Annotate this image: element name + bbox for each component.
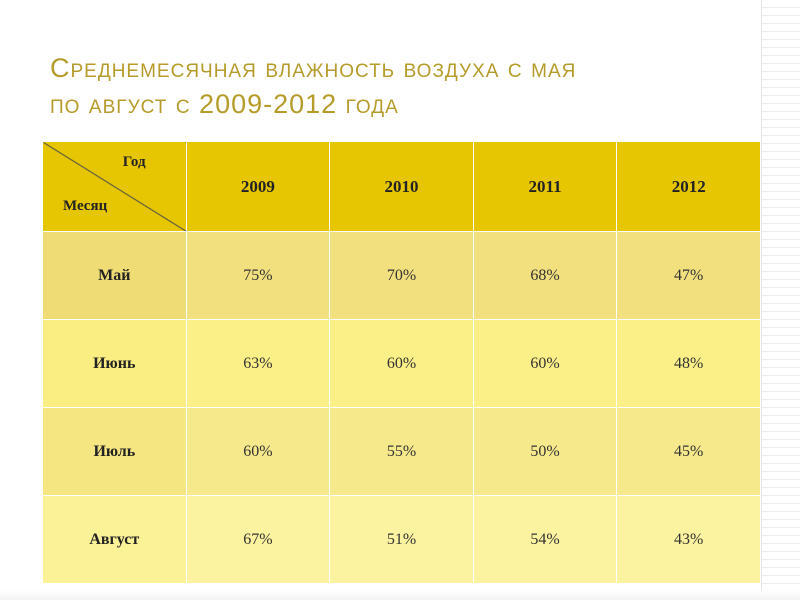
value-cell: 50% (472, 407, 618, 496)
value-cell: 67% (185, 495, 331, 584)
humidity-table: Год Месяц 2009 2010 2011 2012 Май 75% 70… (42, 141, 761, 584)
year-header-2011: 2011 (472, 141, 618, 232)
month-cell: Август (42, 495, 187, 584)
value-cell: 63% (185, 319, 331, 408)
value-cell: 75% (185, 231, 331, 320)
value-cell: 48% (616, 319, 761, 408)
table-row: Июль 60% 55% 50% 45% (42, 407, 761, 496)
month-cell: Май (42, 231, 187, 320)
table-row: Август 67% 51% 54% 43% (42, 495, 761, 584)
value-cell: 60% (329, 319, 474, 408)
value-cell: 70% (329, 231, 474, 320)
value-cell: 51% (329, 495, 474, 584)
value-cell: 55% (329, 407, 474, 496)
value-cell: 60% (185, 407, 331, 496)
table-row: Июнь 63% 60% 60% 48% (42, 319, 761, 408)
value-cell: 60% (472, 319, 618, 408)
corner-year-label: Год (122, 154, 146, 170)
value-cell: 47% (616, 231, 761, 320)
year-header-2012: 2012 (616, 141, 761, 232)
slide-side-decoration (761, 0, 800, 600)
value-cell: 68% (472, 231, 618, 320)
value-cell: 43% (616, 495, 761, 584)
table-row: Май 75% 70% 68% 47% (42, 231, 761, 320)
table-header-row: Год Месяц 2009 2010 2011 2012 (42, 141, 761, 232)
year-header-2009: 2009 (185, 141, 331, 232)
corner-month-label: Месяц (63, 198, 108, 214)
month-cell: Июнь (42, 319, 187, 408)
slide-bottom-decoration (0, 590, 800, 600)
slide-title: Среднемесячная влажность воздуха с мая п… (50, 50, 750, 122)
title-line-1: Среднемесячная влажность воздуха с мая (50, 53, 577, 83)
value-cell: 45% (616, 407, 761, 496)
month-cell: Июль (42, 407, 187, 496)
corner-header-cell: Год Месяц (42, 141, 187, 232)
year-header-2010: 2010 (329, 141, 474, 232)
title-line-2: по август с 2009-2012 года (50, 89, 399, 119)
value-cell: 54% (472, 495, 618, 584)
